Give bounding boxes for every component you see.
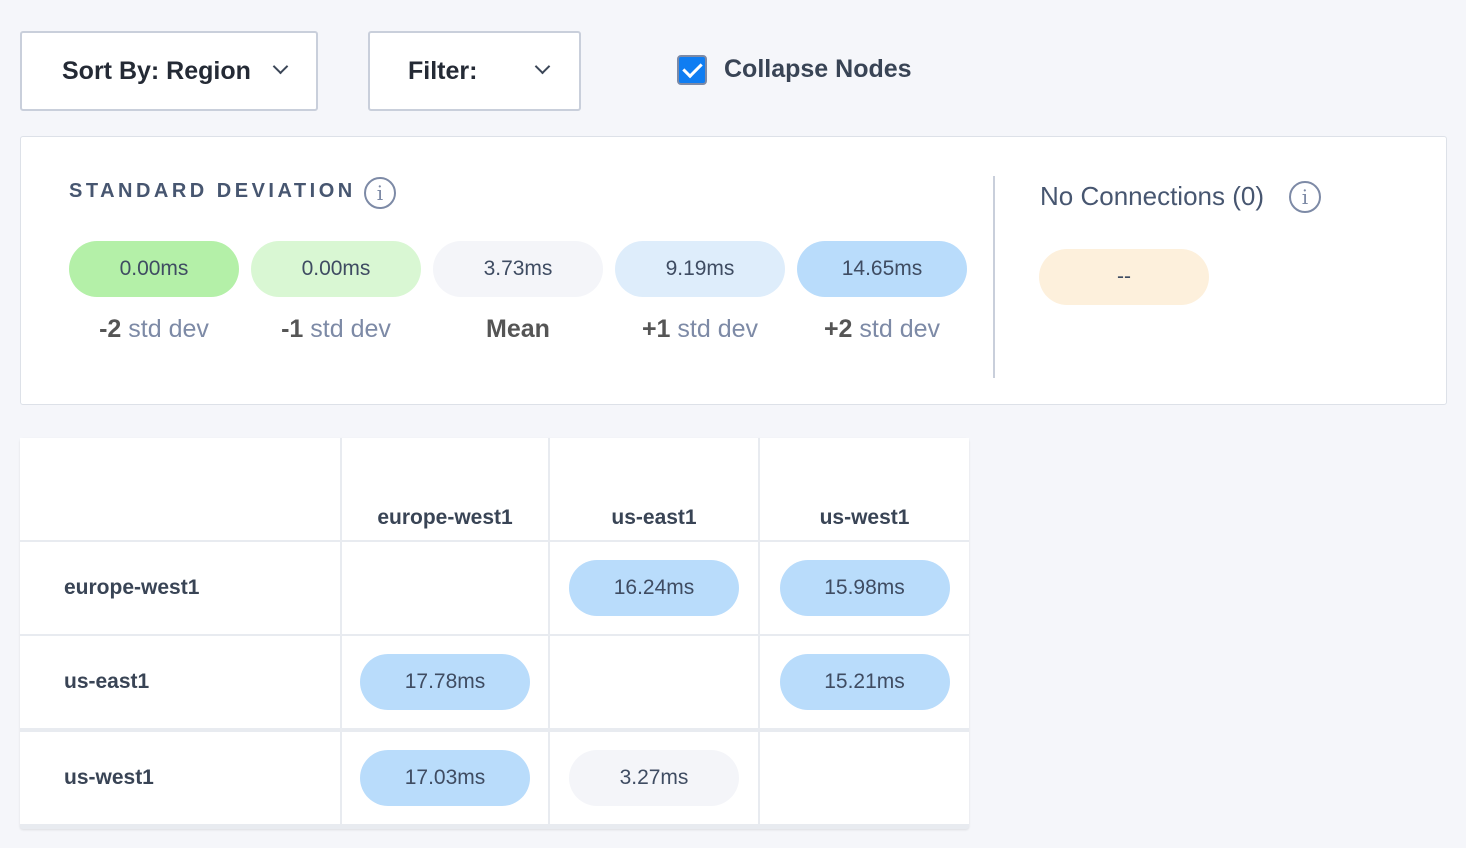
- legend-label: -1 std dev: [251, 315, 421, 344]
- legend-title: STANDARD DEVIATION: [69, 180, 356, 202]
- matrix-cell: 15.21ms: [760, 636, 969, 728]
- legend-label-prefix: +2: [823, 315, 853, 343]
- latency-matrix: europe-west1 us-east1 us-west1 europe-west1…: [20, 438, 969, 829]
- legend-label-suffix: std dev: [121, 315, 209, 343]
- row-label: us-east1: [64, 670, 150, 693]
- sort-by-dropdown[interactable]: Sort By: Region: [20, 31, 318, 111]
- matrix-cell: 3.27ms: [550, 732, 758, 824]
- latency-pill[interactable]: 15.21ms: [779, 654, 950, 710]
- header-cell: europe-west1: [342, 438, 548, 540]
- column-header: europe-west1: [377, 506, 513, 529]
- divider: [993, 176, 995, 378]
- legend-label: Mean: [433, 315, 603, 344]
- row-label: us-west1: [64, 766, 154, 789]
- legend-pill: 9.19ms: [615, 241, 785, 297]
- matrix-cell: [342, 542, 548, 634]
- info-icon[interactable]: i: [1289, 181, 1321, 213]
- column-header: us-east1: [611, 506, 697, 529]
- legend-label-prefix: +1: [641, 315, 671, 343]
- legend-label-suffix: std dev: [852, 315, 941, 343]
- no-connections-label: No Connections (0): [1040, 181, 1264, 211]
- collapse-nodes-label[interactable]: Collapse Nodes: [724, 55, 912, 83]
- legend-label-suffix: std dev: [303, 315, 391, 343]
- row-header: us-west1: [20, 732, 340, 824]
- legend-label-prefix: -1: [281, 315, 304, 343]
- latency-pill[interactable]: 3.27ms: [569, 750, 739, 806]
- legend-pill: 0.00ms: [251, 241, 421, 297]
- matrix-cell: 15.98ms: [760, 542, 969, 634]
- filter-dropdown[interactable]: Filter:: [368, 31, 581, 111]
- legend-label: -2 std dev: [69, 315, 239, 344]
- header-cell: us-west1: [760, 438, 969, 540]
- matrix-cell: 16.24ms: [550, 542, 758, 634]
- matrix-cell: [550, 636, 758, 728]
- header-cell: [20, 438, 340, 540]
- chevron-down-icon: [272, 58, 289, 75]
- header-cell: us-east1: [550, 438, 758, 540]
- legend-label: +1 std dev: [615, 315, 785, 344]
- latency-pill[interactable]: 17.03ms: [360, 750, 530, 806]
- no-connections-pill: --: [1039, 249, 1209, 305]
- legend-pill: 0.00ms: [69, 241, 239, 297]
- collapse-nodes-checkbox[interactable]: [677, 55, 707, 85]
- sort-by-label: Sort By: Region: [62, 56, 251, 85]
- legend-pill: 3.73ms: [433, 241, 603, 297]
- row-header: us-east1: [20, 636, 340, 728]
- chevron-down-icon: [534, 58, 551, 75]
- legend-label: +2 std dev: [797, 315, 967, 344]
- legend-label-suffix: std dev: [670, 315, 759, 343]
- row-label: europe-west1: [64, 576, 200, 599]
- legend-label-prefix: -2: [99, 315, 122, 343]
- info-icon[interactable]: i: [364, 177, 396, 209]
- column-header: us-west1: [819, 506, 910, 529]
- row-header: europe-west1: [20, 542, 340, 634]
- matrix-cell: 17.78ms: [342, 636, 548, 728]
- legend-card: STANDARD DEVIATION i 0.00ms -2 std dev 0.0…: [20, 136, 1447, 405]
- matrix-cell: 17.03ms: [342, 732, 548, 824]
- legend-pill: 14.65ms: [797, 241, 967, 297]
- matrix-cell: [760, 732, 969, 824]
- latency-pill[interactable]: 16.24ms: [569, 560, 739, 616]
- filter-label: Filter:: [408, 56, 478, 85]
- latency-pill[interactable]: 17.78ms: [360, 654, 530, 710]
- latency-pill[interactable]: 15.98ms: [779, 560, 950, 616]
- legend-label-prefix: Mean: [486, 315, 550, 343]
